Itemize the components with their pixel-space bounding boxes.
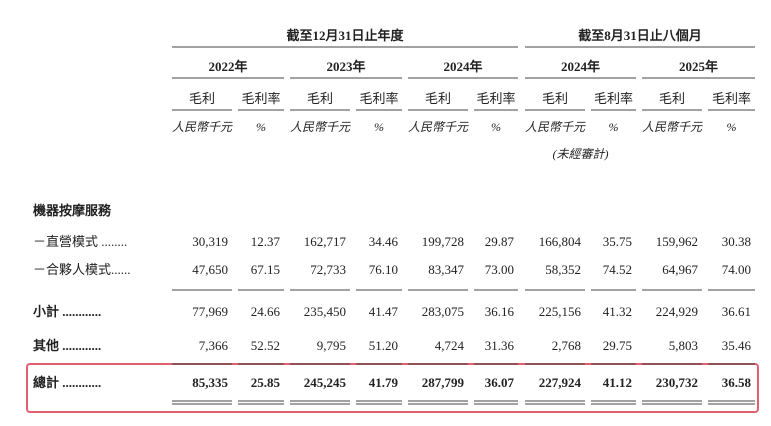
- cell: 41.12: [603, 375, 632, 390]
- cell: 64,967: [662, 262, 698, 277]
- cell: 7,366: [199, 338, 229, 353]
- cell: 41.79: [369, 375, 399, 390]
- cell: 227,924: [539, 375, 582, 390]
- column-header: 毛利率: [476, 91, 515, 106]
- row-label: 其他 ............: [33, 338, 101, 353]
- cell: 235,450: [304, 304, 346, 319]
- cell: 4,724: [435, 338, 465, 353]
- group-header: 截至12月31日止年度: [286, 28, 404, 43]
- cell: 76.10: [369, 262, 398, 277]
- unit: 人民幣千元: [525, 120, 586, 134]
- unit: 人民幣千元: [172, 120, 233, 134]
- cell: 224,929: [656, 304, 698, 319]
- cell: 162,717: [304, 234, 347, 249]
- cell: 74.00: [722, 262, 751, 277]
- section-label: 機器按摩服務: [33, 203, 112, 218]
- cell: 225,156: [539, 304, 582, 319]
- cell: 41.47: [369, 304, 399, 319]
- row-label: －合夥人模式......: [33, 262, 131, 277]
- column-header: 毛利率: [712, 91, 751, 106]
- cell: 287,799: [422, 375, 465, 390]
- unit: %: [256, 120, 266, 134]
- cell: 24.66: [251, 304, 281, 319]
- year-header: 2022年: [208, 59, 247, 74]
- unaudited-note: (未經審計): [553, 147, 609, 161]
- cell: 36.07: [485, 375, 515, 390]
- unit: %: [727, 120, 737, 134]
- cell: 51.20: [369, 338, 398, 353]
- cell: 29.75: [603, 338, 632, 353]
- cell: 41.32: [603, 304, 632, 319]
- cell: 159,962: [656, 234, 698, 249]
- cell: 35.75: [603, 234, 632, 249]
- column-header: 毛利: [659, 91, 685, 106]
- column-header: 毛利: [307, 91, 333, 106]
- group-header: 截至8月31日止八個月: [578, 28, 702, 43]
- cell: 34.46: [369, 234, 399, 249]
- cell: 25.85: [251, 375, 281, 390]
- cell: 85,335: [192, 375, 228, 390]
- cell: 47,650: [192, 262, 228, 277]
- column-header: 毛利率: [359, 91, 398, 106]
- unit: %: [374, 120, 384, 134]
- cell: 245,245: [304, 375, 347, 390]
- cell: 9,795: [317, 338, 346, 353]
- cell: 83,347: [428, 262, 464, 277]
- year-header: 2024年: [561, 59, 600, 74]
- cell: 30,319: [192, 234, 228, 249]
- column-header: 毛利率: [594, 91, 633, 106]
- cell: 52.52: [251, 338, 280, 353]
- cell: 36.58: [722, 375, 752, 390]
- cell: 67.15: [251, 262, 280, 277]
- cell: 36.61: [722, 304, 751, 319]
- cell: 72,733: [310, 262, 346, 277]
- column-header: 毛利率: [241, 91, 280, 106]
- column-header: 毛利: [542, 91, 568, 106]
- unit: %: [609, 120, 619, 134]
- cell: 73.00: [485, 262, 514, 277]
- cell: 31.36: [485, 338, 515, 353]
- cell: 230,732: [656, 375, 698, 390]
- unit: %: [491, 120, 501, 134]
- cell: 166,804: [539, 234, 582, 249]
- row-label: 總計 ............: [33, 375, 101, 390]
- year-header: 2024年: [443, 59, 482, 74]
- cell: 77,969: [192, 304, 228, 319]
- unit: 人民幣千元: [290, 120, 351, 134]
- cell: 30.38: [722, 234, 751, 249]
- cell: 29.87: [485, 234, 515, 249]
- cell: 74.52: [603, 262, 632, 277]
- year-header: 2025年: [679, 59, 718, 74]
- cell: 58,352: [545, 262, 581, 277]
- column-header: 毛利: [425, 91, 451, 106]
- cell: 199,728: [422, 234, 464, 249]
- row-label: 小計 ............: [33, 304, 101, 319]
- cell: 35.46: [722, 338, 752, 353]
- cell: 12.37: [251, 234, 281, 249]
- cell: 5,803: [669, 338, 698, 353]
- column-header: 毛利: [189, 91, 215, 106]
- row-label: －直營模式 ........: [33, 234, 127, 249]
- year-header: 2023年: [326, 59, 365, 74]
- unit: 人民幣千元: [408, 120, 469, 134]
- cell: 2,768: [552, 338, 581, 353]
- cell: 283,075: [422, 304, 464, 319]
- unit: 人民幣千元: [642, 120, 703, 134]
- cell: 36.16: [485, 304, 515, 319]
